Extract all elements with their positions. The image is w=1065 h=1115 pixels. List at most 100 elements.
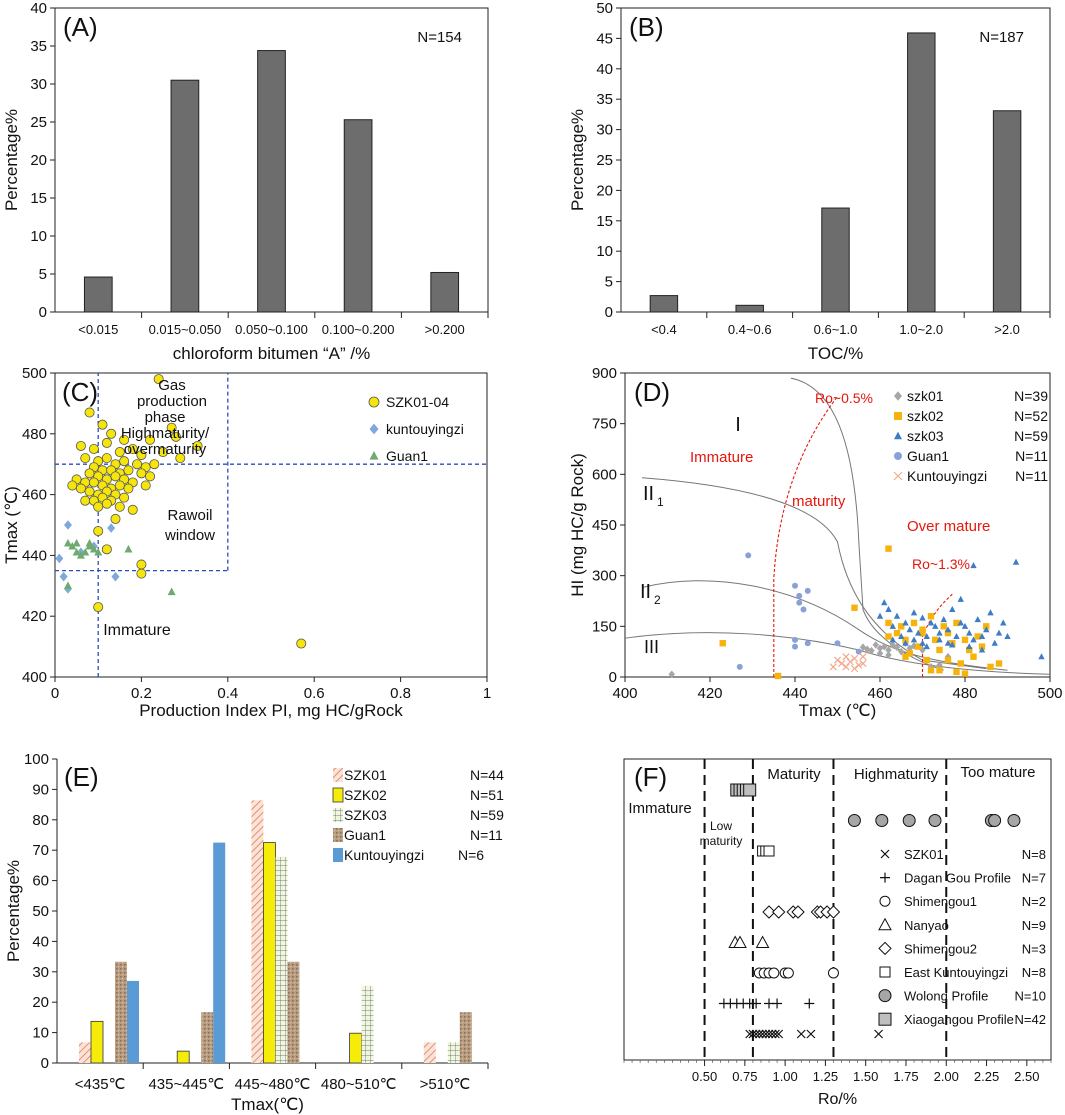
- legend-label: Guan1: [344, 827, 386, 843]
- legend-marker: [880, 849, 890, 859]
- data-point: [850, 664, 859, 673]
- bar: [649, 295, 679, 313]
- x-tick-label: <0.4: [651, 322, 677, 337]
- data-point: [885, 619, 892, 627]
- bar: [251, 800, 264, 1063]
- data-point: [119, 456, 130, 467]
- bar: [459, 1012, 472, 1063]
- data-point: [668, 670, 675, 679]
- y-tick-label: 500: [22, 365, 47, 382]
- data-point: [132, 459, 143, 470]
- legend-count: N=51: [470, 787, 504, 803]
- panel-label: (D): [634, 377, 670, 407]
- data-point: [910, 609, 918, 616]
- panel-D: 0 150 300 450 600 750 900 400 420 440 460 480 500 szk…: [568, 365, 1063, 720]
- legend-label: Guan1: [907, 448, 949, 464]
- x-tick-label: 0: [51, 685, 59, 702]
- data-point: [902, 814, 916, 827]
- data-point: [850, 654, 859, 663]
- data-point: [1004, 632, 1011, 640]
- data-point: [859, 653, 867, 661]
- legend-label: kuntouyingzi: [386, 421, 464, 437]
- data-point: [72, 538, 81, 547]
- x-tick-label: 0.4: [217, 685, 238, 702]
- y-tick-label: 40: [32, 933, 49, 950]
- legend-count: N=11: [470, 827, 503, 843]
- bar: [213, 842, 226, 1063]
- legend-swatch: [333, 828, 343, 842]
- y-tick-label: 440: [22, 547, 47, 564]
- data-point: [67, 480, 78, 491]
- legend-marker: [880, 872, 890, 883]
- y-tick-label: 60: [32, 873, 49, 890]
- y-tick-label: 0: [41, 1055, 49, 1072]
- data-point: [175, 453, 186, 464]
- data-point: [796, 592, 803, 599]
- data-point: [944, 639, 952, 646]
- annotation: Ro~1.3%: [912, 556, 970, 572]
- legend-count: N=59: [1014, 428, 1048, 444]
- panel-C: 400 420 440 460 480 500 0 0.2 0.4 0.6 0.8 1 SZK01-04…: [2, 365, 491, 720]
- legend-label: szk01: [907, 388, 944, 404]
- bar: [170, 79, 200, 313]
- data-point: [978, 632, 986, 640]
- kerogen-label: III: [644, 637, 659, 657]
- zone-label: Immature: [628, 800, 691, 817]
- data-point: [136, 450, 147, 461]
- x-tick-label: 1: [483, 685, 491, 702]
- data-point: [919, 626, 926, 633]
- bar: [201, 1012, 214, 1063]
- data-point: [106, 428, 117, 439]
- data-point: [107, 523, 116, 533]
- data-point: [751, 998, 762, 1009]
- data-point: [767, 1029, 777, 1039]
- y-tick-label: 30: [596, 122, 613, 139]
- data-point: [966, 643, 973, 650]
- y-tick-label: 45: [596, 30, 613, 47]
- data-point: [957, 595, 964, 602]
- data-point: [953, 668, 960, 676]
- data-point: [754, 1029, 764, 1039]
- data-point: [940, 616, 947, 623]
- data-point: [949, 605, 956, 613]
- x-tick-label: 445~480℃: [235, 1076, 311, 1093]
- data-point: [974, 633, 981, 640]
- y-tick-label: 420: [22, 608, 47, 625]
- data-point: [85, 538, 94, 547]
- y-tick-label: 90: [32, 781, 49, 798]
- y-tick-label: 900: [592, 365, 617, 382]
- x-axis-label: Tmax(℃): [231, 1095, 304, 1114]
- data-point: [927, 619, 935, 626]
- data-point: [936, 646, 943, 654]
- data-point: [927, 613, 935, 620]
- bar: [275, 856, 288, 1063]
- y-tick-label: 15: [596, 213, 613, 230]
- zone-label: Too mature: [960, 764, 1035, 781]
- data-point: [936, 629, 943, 636]
- data-point: [923, 632, 930, 640]
- sample-count: N=154: [417, 29, 462, 46]
- data-point: [127, 443, 138, 454]
- x-tick-label: 1.0~2.0: [899, 322, 943, 337]
- data-point: [736, 663, 743, 670]
- y-tick-label: 5: [39, 266, 47, 283]
- data-point: [910, 636, 918, 643]
- x-axis-label: Production Index PI, mg HC/gRock: [139, 701, 403, 720]
- data-point: [93, 526, 104, 537]
- y-tick-label: 20: [596, 182, 613, 199]
- data-point: [762, 905, 776, 919]
- y-tick-label: 80: [32, 812, 49, 829]
- y-tick-label: 300: [592, 568, 617, 585]
- y-axis-label: Tmax (℃): [2, 486, 21, 564]
- y-tick-label: 150: [592, 618, 617, 635]
- legend-marker: [368, 396, 380, 408]
- data-point: [906, 650, 913, 657]
- legend-count: N=39: [1014, 388, 1048, 404]
- data-point: [124, 544, 133, 553]
- data-point: [944, 656, 952, 664]
- legend-marker: [893, 471, 903, 481]
- data-point: [796, 1029, 806, 1039]
- data-point: [872, 641, 879, 649]
- data-point: [110, 471, 121, 482]
- legend-count: N=10: [1015, 989, 1046, 1004]
